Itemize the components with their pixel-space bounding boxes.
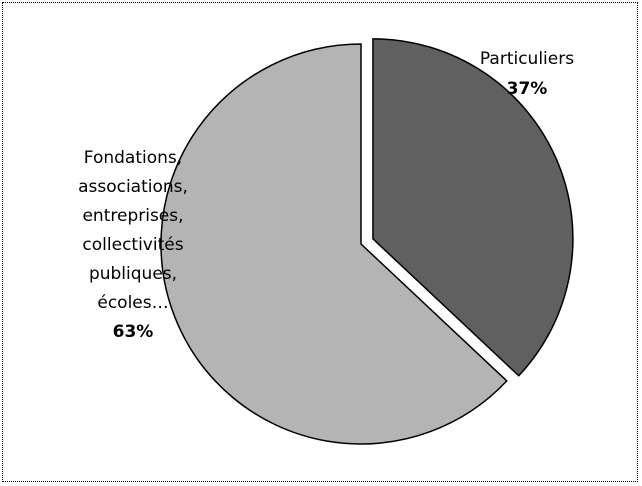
- label-fondations-line-3: collectivités: [82, 235, 183, 255]
- pie-slices: [161, 39, 573, 444]
- label-fondations-line-4: publiques,: [89, 264, 177, 284]
- label-fondations: Fondations, associations, entreprises, c…: [78, 148, 188, 342]
- label-fondations-line-2: entreprises,: [82, 206, 183, 226]
- label-particuliers-line-0: Particuliers: [480, 49, 574, 69]
- label-fondations-line-5: écoles…: [97, 293, 168, 313]
- label-fondations-line-1: associations,: [78, 177, 188, 197]
- label-fondations-line-0: Fondations,: [84, 148, 182, 168]
- label-fondations-percent: 63%: [113, 322, 154, 342]
- label-particuliers-percent: 37%: [507, 79, 548, 99]
